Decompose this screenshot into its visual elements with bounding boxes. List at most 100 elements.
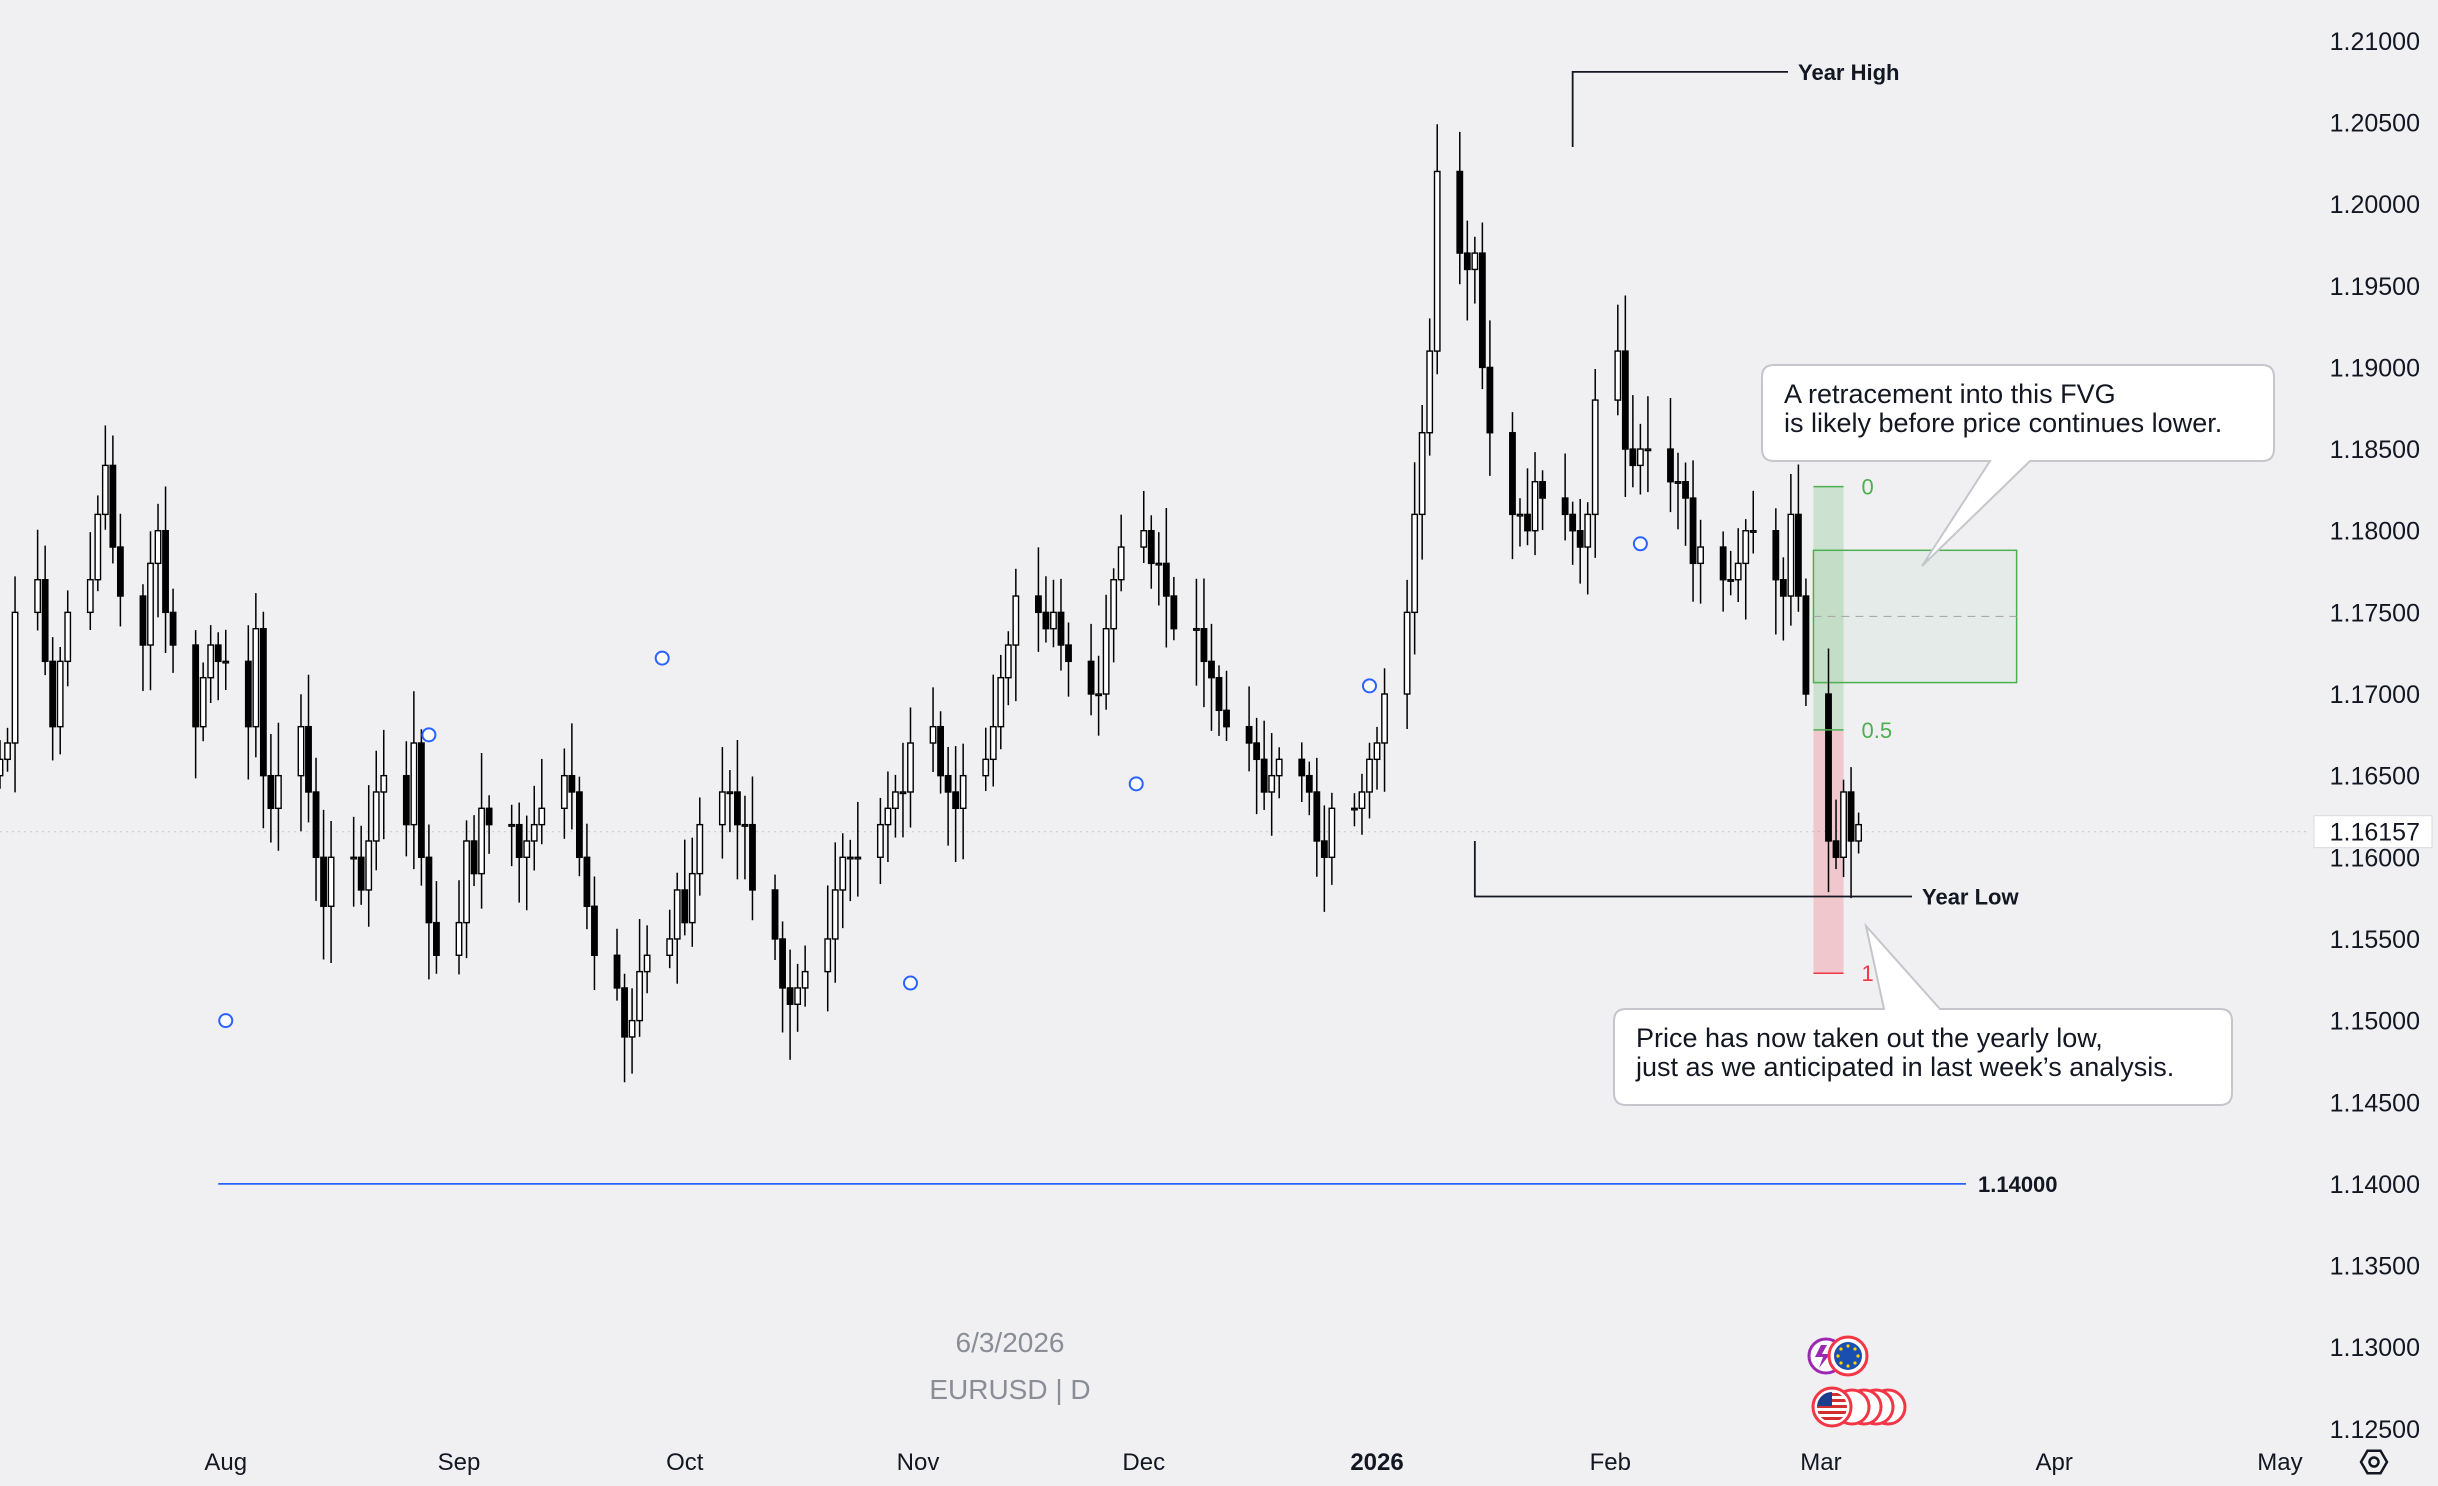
- candle: [929, 687, 937, 772]
- candle: [1358, 773, 1366, 835]
- candle: [1057, 578, 1065, 671]
- chart-marker[interactable]: [421, 727, 437, 743]
- candle-body-down: [575, 791, 583, 859]
- gear-icon[interactable]: [2359, 1449, 2389, 1475]
- chart-marker[interactable]: [218, 1013, 234, 1029]
- candle-body-down: [786, 987, 794, 1005]
- candle-body-up: [34, 579, 42, 614]
- candle: [1802, 578, 1810, 707]
- time-tick-label: Mar: [1800, 1449, 1841, 1476]
- candle: [1313, 757, 1321, 877]
- candle-body-down: [109, 464, 117, 548]
- chart-marker[interactable]: [654, 650, 670, 666]
- candle-body-up: [801, 970, 809, 989]
- candlestick-series: [0, 124, 1863, 1083]
- candle-body-up: [154, 530, 162, 565]
- candle-body-down: [139, 595, 147, 646]
- candle: [34, 529, 42, 631]
- us-event-icon[interactable]: [1811, 1386, 1907, 1428]
- candle: [523, 815, 531, 911]
- candle: [433, 881, 440, 974]
- chart-date-watermark: 6/3/2026: [956, 1327, 1065, 1358]
- fib-level-0-label: 0: [1862, 475, 1874, 500]
- time-tick-label: Apr: [2036, 1449, 2073, 1476]
- candle: [666, 909, 674, 969]
- candle-body-up: [380, 774, 388, 793]
- candle: [1689, 460, 1697, 602]
- candle: [515, 802, 523, 903]
- year-high-line[interactable]: [1571, 70, 1788, 147]
- candle-body-down: [1200, 627, 1208, 663]
- eu-event-icon[interactable]: [1807, 1335, 1869, 1377]
- candle: [726, 770, 734, 833]
- candle-body-up: [523, 840, 531, 859]
- chart-marker[interactable]: [1632, 536, 1648, 552]
- price-tick-label: 1.15500: [2330, 926, 2420, 954]
- candle: [1561, 453, 1569, 541]
- candle: [718, 747, 726, 859]
- candle: [1847, 767, 1855, 899]
- candle: [162, 486, 169, 654]
- candle: [485, 795, 493, 854]
- chart-marker[interactable]: [1128, 776, 1144, 792]
- chart-marker[interactable]: [1361, 678, 1377, 694]
- candle: [688, 837, 696, 947]
- candle-body-down: [162, 530, 169, 614]
- candle: [1004, 631, 1012, 706]
- candle-body-down: [259, 627, 267, 777]
- chart-marker[interactable]: [902, 975, 918, 991]
- price-axis[interactable]: 1.21000 1.20500 1.20000 1.19500 1.19000 1.185…: [2313, 28, 2433, 1444]
- candle: [1531, 452, 1539, 556]
- price-tick-label: 1.19500: [2330, 273, 2420, 301]
- candle-body-down: [591, 905, 598, 956]
- candle: [109, 435, 117, 564]
- economic-events-icon[interactable]: [1807, 1335, 1907, 1428]
- time-axis[interactable]: Aug Sep Oct Nov Dec 2026 Feb Mar Apr May: [204, 1449, 2302, 1476]
- candle: [1591, 369, 1599, 558]
- candle-body-down: [779, 938, 786, 989]
- candle: [1147, 515, 1155, 589]
- candle-body-up: [1351, 807, 1358, 811]
- candle-body-down: [1456, 170, 1464, 254]
- candle-body-up: [94, 513, 102, 581]
- candle: [1253, 717, 1261, 815]
- candle-body-up: [839, 856, 847, 891]
- last-price-tag[interactable]: 1.16157: [2313, 815, 2433, 849]
- candle-body-up: [1140, 530, 1148, 548]
- candle: [1471, 236, 1479, 304]
- candle: [508, 804, 516, 867]
- candle-body-down: [1087, 660, 1095, 695]
- candle: [628, 988, 636, 1074]
- candle-body-down: [937, 725, 944, 777]
- candle: [613, 928, 621, 1001]
- candle: [846, 839, 854, 902]
- candle-body-down: [1524, 513, 1531, 532]
- candle-body-down: [515, 823, 523, 859]
- candle-body-down: [267, 774, 275, 810]
- candle-body-down: [1463, 252, 1471, 271]
- candle: [1351, 793, 1358, 827]
- candle: [876, 797, 884, 885]
- candle: [944, 746, 952, 846]
- candle-body-up: [989, 725, 997, 761]
- candle: [681, 839, 689, 936]
- candle-body-down: [116, 546, 124, 597]
- candle: [1727, 550, 1735, 596]
- price-tick-label: 1.13000: [2330, 1334, 2420, 1362]
- candle-body-up: [1840, 791, 1847, 859]
- candle-body-down: [1794, 513, 1802, 597]
- candle: [199, 662, 207, 742]
- candle-body-up: [1095, 693, 1103, 697]
- candle: [1629, 395, 1637, 488]
- callout-year-low[interactable]: Price has now taken out the yearly low,j…: [1613, 922, 2233, 1106]
- candle: [952, 746, 960, 863]
- candle-body-up: [530, 823, 538, 842]
- candle: [372, 750, 380, 871]
- candle-body-up: [1004, 644, 1012, 679]
- candle-body-down: [425, 856, 433, 924]
- candle-body-up: [1591, 399, 1599, 516]
- candle: [1742, 519, 1750, 620]
- year-low-line[interactable]: [1473, 840, 1912, 898]
